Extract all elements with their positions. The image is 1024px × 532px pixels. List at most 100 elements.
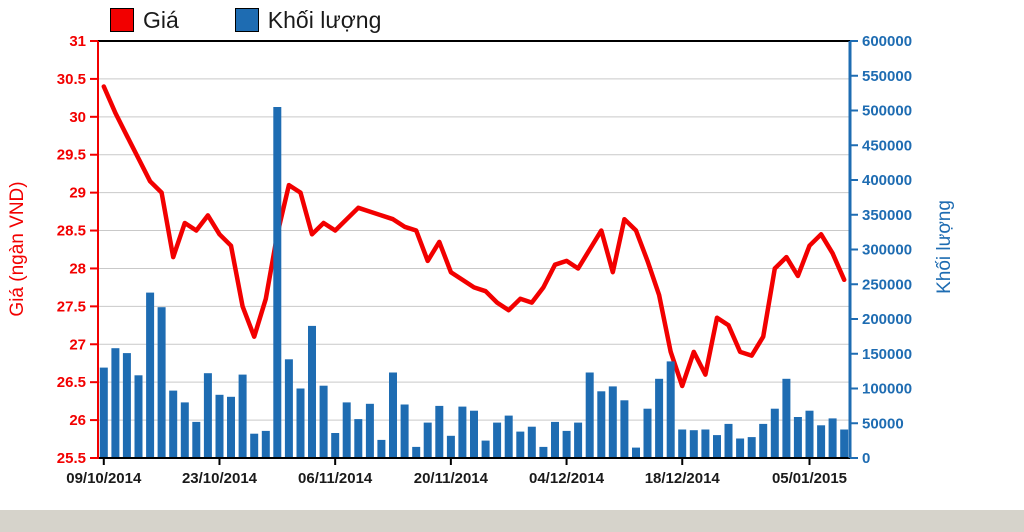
volume-bar [412,446,421,458]
x-tick-label: 04/12/2014 [529,470,605,487]
left-tick-label: 28.5 [57,223,86,240]
right-tick-label: 100000 [862,381,912,398]
right-tick-label: 400000 [862,172,912,189]
volume-bar [678,429,687,458]
right-tick-label: 350000 [862,207,912,224]
right-tick-label: 500000 [862,103,912,120]
volume-bar [724,423,733,458]
volume-bar [551,421,559,458]
volume-bar [585,372,594,458]
volume-bar [655,378,664,458]
right-tick-label: 450000 [862,137,912,154]
right-tick-label: 150000 [862,346,912,363]
volume-bar [377,439,386,458]
price-line [101,84,847,389]
volume-legend-swatch [234,8,259,32]
volume-bar [759,423,768,458]
window-chrome-strip [0,510,1024,532]
volume-bar [597,391,606,458]
volume-bar [574,422,583,458]
right-tick-label: 300000 [862,242,912,259]
volume-bar [713,435,721,458]
volume-bar [296,388,305,458]
right-tick-label: 200000 [862,311,912,328]
volume-bar [689,430,698,458]
volume-bar [146,292,155,458]
volume-bar [608,386,617,458]
volume-bar [539,446,548,458]
volume-legend-label: Khối lượng [267,6,382,33]
volume-bar [423,422,432,458]
volume-bar [331,433,340,458]
volume-bar [527,426,536,458]
volume-bar [516,431,525,458]
volume-bar [308,325,316,458]
x-tick-label: 18/12/2014 [645,470,721,487]
x-tick-label: 23/10/2014 [182,470,258,487]
x-tick-label: 09/10/2014 [66,470,142,487]
volume-bar [342,402,351,458]
volume-bar [157,307,166,458]
volume-bar [261,430,270,458]
legend: Giá Khối lượng [110,8,381,32]
volume-bar [169,390,178,458]
right-tick-label: 0 [862,450,870,467]
volume-bar [250,433,259,458]
volume-bar [389,372,397,458]
volume-bar [470,410,478,458]
x-tick-label: 20/11/2014 [414,470,489,487]
right-tick-label: 250000 [862,276,912,293]
volume-bar [493,422,502,458]
volume-bar [828,418,837,458]
volume-bar [238,374,247,458]
volume-bar [817,425,826,458]
left-tick-label: 27.5 [57,298,86,315]
volume-bar [643,408,652,458]
left-tick-label: 26 [69,412,86,429]
volume-bar [793,417,802,458]
legend-item-price: Giá [110,8,179,32]
plot-area: 31 30.5 30 29.5 29 28.5 28 27.5 27 26.5 26 25.5 6000… [57,33,912,487]
volume-bar [99,367,108,458]
volume-bar [666,361,675,458]
volume-bar [273,107,282,458]
price-legend-swatch [110,8,134,32]
right-tick-label: 600000 [862,33,912,50]
volume-bar [284,359,293,458]
volume-bar [446,435,455,458]
volume-bar [192,421,201,458]
right-axis-title: Khối lượng [934,200,955,294]
left-axis-title: Giá (ngàn VND) [7,181,28,316]
left-tick-label: 27 [69,336,86,353]
volume-bar [122,353,131,458]
volume-bar [620,400,629,458]
right-tick-label: 550000 [862,68,912,85]
legend-item-volume: Khối lượng [234,6,382,33]
volume-bar [203,373,212,458]
volume-bar [111,348,120,458]
volume-bar [319,385,328,458]
volume-bar [354,419,363,458]
price-legend-label: Giá [143,6,179,33]
volume-bar [365,403,374,458]
volume-bar [400,404,409,458]
volume-bar [435,405,444,458]
left-tick-label: 30.5 [57,71,86,88]
volume-bar [770,408,779,458]
volume-bar [782,378,791,458]
x-tick-label: 05/01/2015 [772,470,847,487]
volume-bar [227,396,235,458]
volume-bar [134,375,143,458]
left-tick-label: 29 [69,185,86,202]
left-tick-label: 31 [69,33,86,50]
volume-bar [747,437,756,458]
volume-bar [481,440,490,458]
left-tick-label: 26.5 [57,374,86,391]
volume-bar [805,410,814,458]
volume-bar [215,394,224,458]
volume-bar [458,406,467,458]
right-tick-label: 50000 [862,415,904,432]
volume-bar [562,430,571,458]
left-tick-label: 29.5 [57,147,86,164]
